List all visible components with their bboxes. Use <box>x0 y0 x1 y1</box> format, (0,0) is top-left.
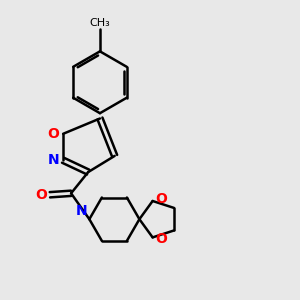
Text: CH₃: CH₃ <box>90 17 110 28</box>
Text: O: O <box>156 232 167 246</box>
Text: N: N <box>76 204 88 218</box>
Text: O: O <box>48 127 60 141</box>
Text: N: N <box>48 153 60 167</box>
Text: O: O <box>35 188 47 202</box>
Text: O: O <box>156 192 167 206</box>
